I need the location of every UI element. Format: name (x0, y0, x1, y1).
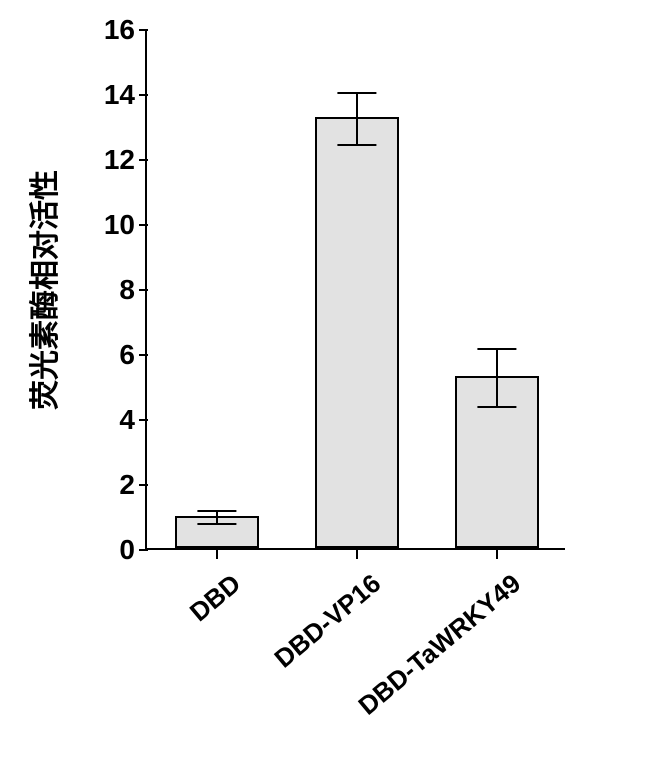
error-bar (496, 349, 498, 408)
bar (315, 117, 399, 548)
y-tick-mark (139, 289, 148, 291)
y-tick-label: 6 (119, 339, 135, 371)
error-cap (337, 92, 376, 94)
y-tick-mark (139, 419, 148, 421)
x-tick-mark (216, 550, 218, 559)
plot-area: 0246810121416DBDDBD-VP16DBD-TaWRKY49 (145, 30, 565, 550)
y-tick-mark (139, 224, 148, 226)
y-tick-label: 2 (119, 469, 135, 501)
y-tick-mark (139, 29, 148, 31)
y-tick-label: 8 (119, 274, 135, 306)
y-tick-label: 4 (119, 404, 135, 436)
y-tick-mark (139, 484, 148, 486)
chart-container: 0246810121416DBDDBD-VP16DBD-TaWRKY49 荧光素… (0, 0, 646, 774)
error-cap (477, 406, 516, 408)
error-cap (197, 523, 236, 525)
error-cap (477, 348, 516, 350)
error-cap (197, 510, 236, 512)
error-bar (356, 93, 358, 145)
y-tick-mark (139, 94, 148, 96)
y-axis-title: 荧光素酶相对活性 (20, 170, 64, 410)
y-tick-label: 16 (104, 14, 135, 46)
x-tick-mark (356, 550, 358, 559)
y-tick-mark (139, 549, 148, 551)
y-tick-mark (139, 159, 148, 161)
x-tick-mark (496, 550, 498, 559)
y-tick-label: 0 (119, 534, 135, 566)
y-tick-label: 12 (104, 144, 135, 176)
error-cap (337, 144, 376, 146)
y-tick-mark (139, 354, 148, 356)
y-tick-label: 10 (104, 209, 135, 241)
y-tick-label: 14 (104, 79, 135, 111)
